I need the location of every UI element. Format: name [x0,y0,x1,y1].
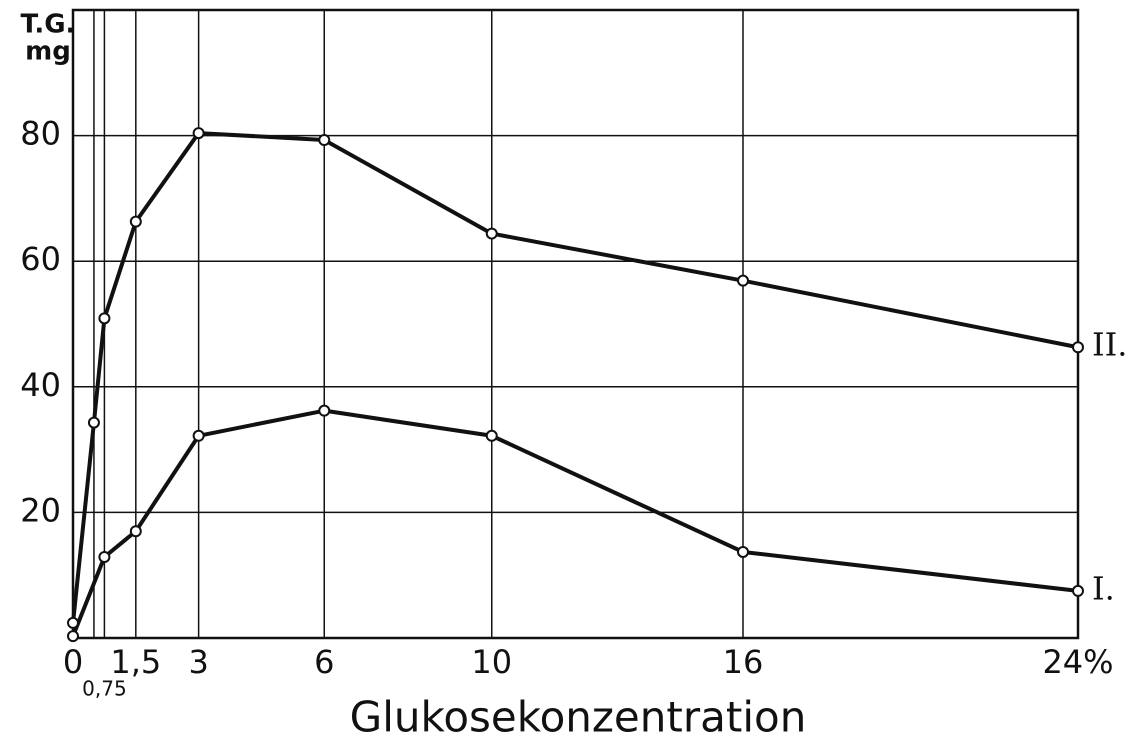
x-tick-label: 10 [471,643,512,681]
y-tick-label: 60 [20,240,61,278]
y-axis-label: mg [25,37,71,67]
series-line [71,408,1079,637]
y-tick-label: 80 [20,115,61,153]
data-point [485,227,498,240]
series-line [71,131,1079,624]
data-point [67,616,79,629]
data-point [192,429,205,442]
data-point [129,215,142,228]
data-point [318,404,331,417]
x-tick-label: 24% [1042,643,1113,681]
x-axis-label: Glukosekonzentration [350,693,807,742]
data-point [87,416,100,429]
data-point [737,274,749,287]
x-tick-label: 3 [188,643,208,681]
data-point [192,127,205,140]
y-tick-label: 20 [20,491,61,529]
series-label: II. [1092,326,1127,364]
series-label: I. [1092,569,1115,607]
x-tick-label: 0,75 [82,677,127,701]
data-point [318,133,331,146]
x-tick-label: 16 [723,643,764,681]
x-tick-label: 1,5 [110,643,161,681]
x-tick-label: 0 [63,643,83,681]
data-point [129,525,142,538]
data-point [1072,341,1084,354]
data-point [67,630,79,643]
x-tick-label: 6 [314,643,334,681]
y-axis-label: T.G. [21,10,76,40]
data-point [485,429,498,442]
data-point [98,312,111,325]
data-point [98,550,111,563]
data-point [737,545,749,558]
plot-frame [71,8,1080,640]
data-point [1072,584,1084,597]
y-tick-label: 40 [20,366,61,404]
